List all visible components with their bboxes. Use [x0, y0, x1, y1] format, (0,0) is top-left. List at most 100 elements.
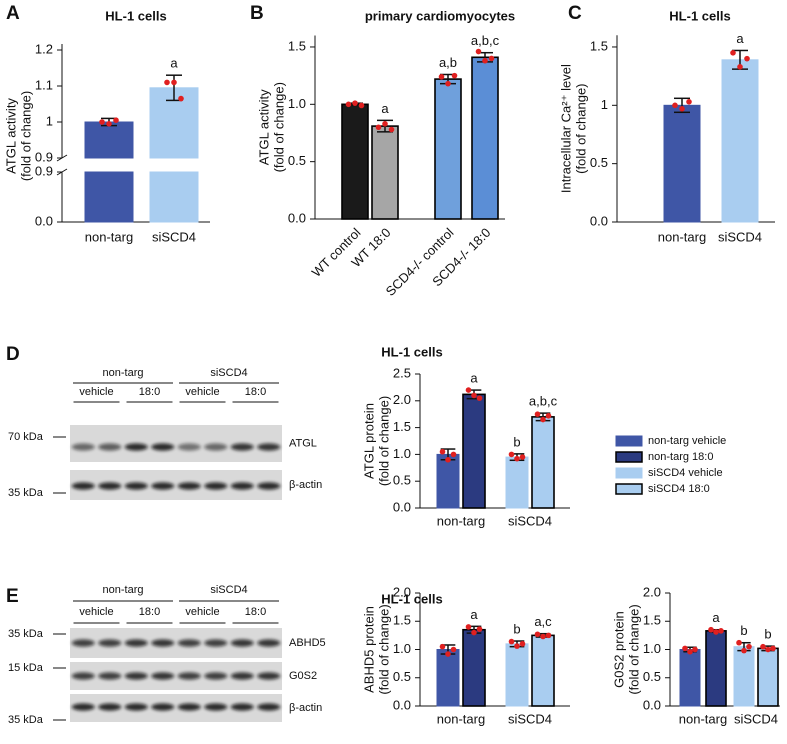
blot-band: [71, 482, 95, 490]
data-point: [471, 392, 477, 399]
data-point: [439, 643, 446, 650]
y-axis-label: ATGL protein: [361, 403, 376, 479]
data-point: [445, 456, 451, 463]
y-tick-label: 2.0: [393, 584, 411, 599]
data-point: [465, 387, 472, 393]
blot-band: [98, 443, 122, 451]
blot-band: [124, 482, 148, 490]
data-point: [476, 395, 483, 401]
data-point: [760, 643, 766, 650]
data-point: [730, 50, 736, 56]
data-point: [471, 629, 477, 636]
blot-band: [124, 672, 148, 680]
blot-group-label: non-targ: [103, 584, 144, 596]
blot-band: [177, 443, 201, 451]
bar: [531, 634, 555, 707]
group-label: siSCD4: [734, 711, 778, 726]
axis-break: [56, 168, 68, 176]
data-point: [679, 106, 685, 112]
data-point: [545, 413, 552, 419]
blot-band: [71, 443, 95, 451]
panel-letter: D: [6, 344, 20, 365]
blot-band: [151, 639, 175, 647]
data-point: [450, 646, 457, 653]
data-point: [519, 454, 526, 460]
blot-band: [98, 482, 122, 490]
blot-band: [257, 672, 281, 680]
blot-band: [151, 703, 175, 711]
blot-band: [204, 443, 228, 451]
significance-label: a,c: [534, 614, 552, 629]
y-tick-label: 1.0: [288, 96, 306, 111]
blot-treatment-label: vehicle: [79, 606, 113, 618]
data-point: [534, 411, 541, 418]
y-tick-label: 1.0: [643, 641, 661, 656]
data-point: [445, 651, 451, 657]
blot-group-label: siSCD4: [210, 367, 247, 379]
y-tick-label: 0.5: [393, 473, 411, 488]
bar: [371, 125, 399, 220]
blot-marker-label: 15 kDa: [8, 662, 44, 674]
legend-swatch: [615, 467, 643, 479]
group-label: non-targ: [437, 711, 485, 726]
y-axis-label: (fold of change): [573, 83, 588, 173]
bar: [434, 78, 462, 220]
blot-treatment-label: 18:0: [245, 606, 266, 618]
data-point: [113, 117, 119, 123]
y-tick-label: 0.0: [643, 697, 661, 712]
bar-lower: [149, 171, 199, 223]
data-point: [451, 72, 458, 79]
bar: [436, 649, 460, 707]
y-tick-label: 1.0: [393, 446, 411, 461]
panel-letter: E: [6, 586, 19, 607]
legend-label: siSCD4 vehicle: [648, 467, 723, 479]
significance-label: b: [513, 434, 520, 449]
y-tick-label: 0.0: [393, 697, 411, 712]
y-tick-label: 0.0: [393, 499, 411, 514]
blot-protein-label: ATGL: [289, 437, 317, 449]
data-point: [465, 624, 472, 630]
panel-letter: C: [568, 3, 582, 24]
data-point: [439, 448, 446, 455]
blot-band: [124, 703, 148, 711]
data-point: [713, 629, 719, 635]
blot-band: [230, 639, 254, 647]
blot-treatment-label: 18:0: [139, 606, 160, 618]
blot-band: [230, 703, 254, 711]
y-tick-label: 0.0: [288, 210, 306, 225]
significance-label: b: [513, 621, 520, 636]
y-tick-label: 1.2: [35, 41, 53, 56]
y-tick-label: 0.0: [35, 213, 53, 228]
data-point: [508, 451, 515, 458]
data-point: [375, 124, 382, 131]
y-tick-label: 2.0: [393, 392, 411, 407]
y-tick-label: 1.5: [288, 38, 306, 53]
blot-marker-label: 70 kDa: [8, 431, 44, 443]
y-tick-label: 2.0: [643, 584, 661, 599]
blot-band: [124, 443, 148, 451]
blot-band: [204, 482, 228, 490]
data-point: [519, 641, 526, 647]
bar: [757, 647, 779, 707]
blot-band: [98, 639, 122, 647]
bar: [679, 649, 701, 707]
y-axis-label: (fold of change): [376, 396, 391, 486]
group-label: non-targ: [679, 711, 727, 726]
significance-label: a,b: [439, 55, 457, 70]
legend-swatch: [615, 483, 643, 495]
legend-label: siSCD4 18:0: [648, 483, 710, 495]
y-tick-label: 1.5: [643, 613, 661, 628]
data-point: [476, 626, 483, 632]
legend-label: non-targ vehicle: [648, 435, 726, 447]
blot-protein-label: β-actin: [289, 702, 322, 714]
chart-title: primary cardiomyocytes: [365, 8, 515, 23]
significance-label: a: [470, 607, 478, 622]
significance-label: a,b,c: [529, 394, 558, 409]
data-point: [687, 648, 693, 655]
y-axis-label: (fold of change): [18, 91, 33, 181]
significance-label: b: [764, 627, 771, 642]
data-point: [508, 638, 515, 645]
data-point: [692, 646, 698, 653]
data-point: [438, 73, 445, 80]
